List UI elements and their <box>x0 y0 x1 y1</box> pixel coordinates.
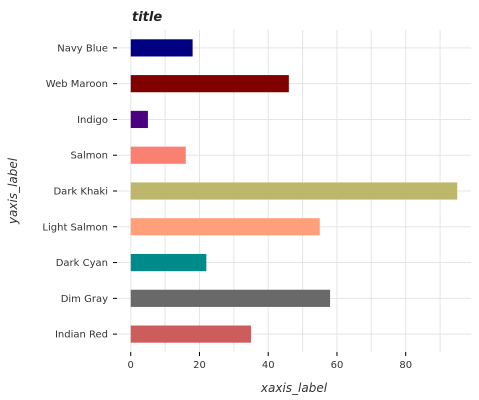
x-tick-label: 60 <box>331 360 344 371</box>
y-tick-label: Dark Cyan <box>56 258 108 269</box>
bar <box>130 253 207 272</box>
y-tick-label: Dim Gray <box>61 294 108 305</box>
x-tick-label: 20 <box>193 360 206 371</box>
x-tick-labels: 0 20 40 60 80 <box>128 352 412 371</box>
y-tick-label: Indigo <box>77 115 108 126</box>
x-tick-label: 80 <box>399 360 412 371</box>
bar <box>130 146 186 164</box>
x-axis-label: xaxis_label <box>260 381 328 395</box>
x-tick-label: 40 <box>262 360 275 371</box>
y-axis-label: yaxis_label <box>6 157 20 225</box>
y-tick-label: Navy Blue <box>57 43 108 54</box>
x-tick-label: 0 <box>128 360 134 371</box>
bar <box>130 39 193 57</box>
y-tick-label: Dark Khaki <box>53 187 108 198</box>
bars <box>130 39 458 343</box>
y-tick-label: Salmon <box>71 151 108 162</box>
bar <box>130 182 458 200</box>
bar <box>130 110 148 129</box>
y-tick-label: Light Salmon <box>42 222 108 233</box>
chart-title: title <box>132 10 162 25</box>
bar <box>130 75 289 93</box>
bar <box>130 218 320 236</box>
bar <box>130 325 252 343</box>
y-tick-label: Web Maroon <box>46 79 108 90</box>
y-tick-labels: Indian Red Dim Gray Dark Cyan Light Salmon D… <box>42 43 117 341</box>
bar <box>130 289 331 307</box>
y-tick-label: Indian Red <box>55 330 108 341</box>
